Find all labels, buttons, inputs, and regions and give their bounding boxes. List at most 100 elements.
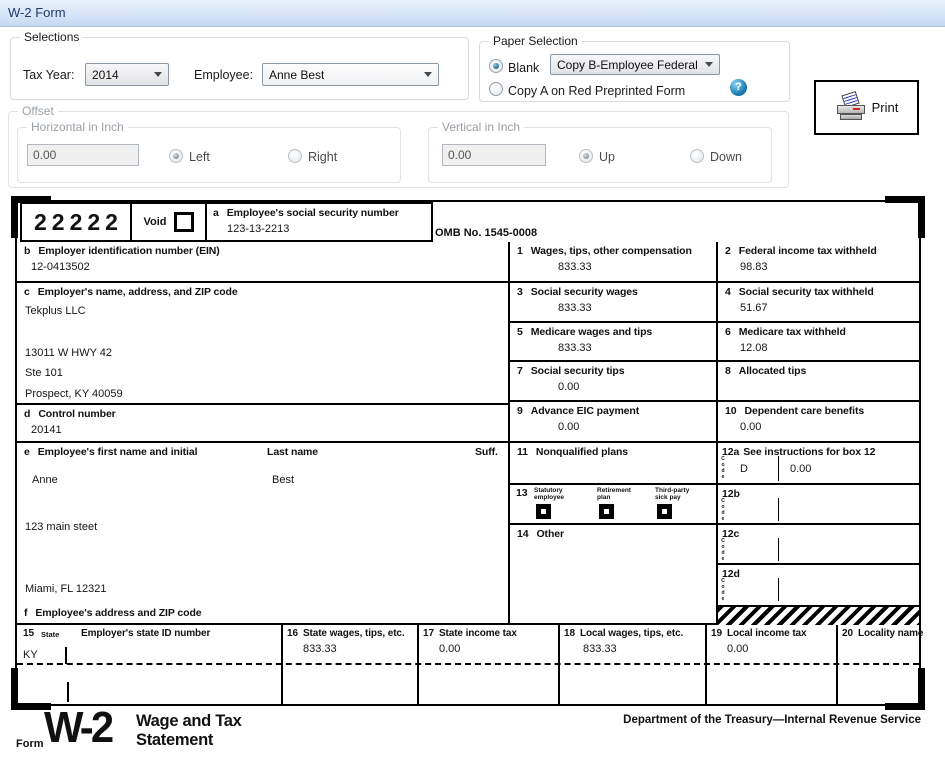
box-8: 8 Allocated tips (718, 362, 919, 402)
horizontal-offset-input[interactable] (27, 144, 139, 166)
state-label: State (41, 630, 60, 639)
paper-selection-group: Paper Selection Blank Copy B-Employee Fe… (479, 34, 790, 102)
w2-form-preview: 22222 Void a Employee's social security n… (15, 200, 924, 706)
box-12a: 12a See instructions for box 12 Code D 0.… (718, 443, 919, 485)
vertical-offset-input[interactable] (442, 144, 546, 166)
box-12b: 12b Code (718, 485, 919, 525)
code-vertical-label: Code (720, 578, 726, 602)
copy-a-radio[interactable] (489, 82, 503, 96)
corner-mark (885, 196, 925, 238)
window-titlebar: W-2 Form (0, 0, 945, 27)
employer-suite: Ste 101 (25, 367, 63, 379)
chevron-down-icon (705, 62, 713, 67)
corner-mark (11, 196, 51, 238)
tax-year-select[interactable]: 2014 (85, 63, 169, 86)
omb-number: OMB No. 1545-0008 (435, 227, 538, 239)
state-tick (67, 682, 69, 702)
printer-icon (835, 90, 869, 121)
box-9: 9 Advance EIC payment 0.00 (510, 402, 718, 443)
box-7: 7 Social security tips 0.00 (510, 362, 718, 402)
print-button-label: Print (871, 100, 899, 115)
corner-mark (885, 668, 925, 710)
state-row-divider (17, 663, 919, 665)
form-word: Form (16, 738, 44, 750)
print-button[interactable]: Print (814, 80, 919, 135)
suffix-label: Suff. (475, 446, 498, 458)
box-14: 14 Other (510, 525, 718, 625)
left-radio-label: Left (189, 150, 210, 164)
last-name-label: Last name (267, 446, 319, 458)
right-radio-label: Right (308, 150, 338, 164)
state-tick (65, 647, 67, 664)
box-a: a Employee's social security number 123-1… (207, 204, 431, 240)
ssn-value: 123-13-2213 (227, 223, 290, 235)
void-label: Void (143, 216, 167, 228)
form-title: Wage and Tax Statement (136, 712, 242, 749)
box-d: d Control number 20141 (17, 405, 510, 443)
box-6: 6 Medicare tax withheld 12.08 (718, 323, 919, 362)
box-1: 1 Wages, tips, other compensation 833.33 (510, 242, 718, 283)
paper-selection-group-label: Paper Selection (489, 34, 582, 48)
state-id-label: Employer's state ID number (81, 628, 211, 639)
box-12b-divider (778, 498, 779, 521)
code-vertical-label: Code (720, 456, 726, 480)
box-4: 4 Social security tax withheld 51.67 (718, 283, 919, 323)
copy-type-select[interactable]: Copy B-Employee Federal (550, 54, 720, 75)
code-vertical-label: Code (720, 538, 726, 562)
copy-type-value: Copy B-Employee Federal (557, 57, 698, 72)
vertical-offset-group-label: Vertical in Inch (438, 120, 525, 134)
void-cell: Void (132, 204, 207, 240)
void-checkbox (173, 212, 194, 232)
box-2: 2 Federal income tax withheld 98.83 (718, 242, 919, 283)
hatched-area (718, 605, 919, 625)
box-12a-code: D (740, 463, 748, 475)
right-radio[interactable] (288, 149, 302, 163)
copy-a-radio-label: Copy A on Red Preprinted Form (508, 84, 686, 98)
box-12a-divider (778, 456, 779, 481)
employer-name: Tekplus LLC (25, 305, 86, 317)
down-radio[interactable] (690, 149, 704, 163)
selections-group-label: Selections (20, 30, 84, 44)
vertical-offset-group: Vertical in Inch Up Down (428, 120, 772, 183)
box-13: 13 Statutory employee Retirement plan Th… (510, 485, 718, 525)
agency-line: Department of the Treasury—Internal Reve… (623, 714, 921, 726)
control-code: 22222 (22, 204, 132, 240)
up-radio[interactable] (579, 149, 593, 163)
third-party-sick-pay-item: Third-party sick pay (655, 487, 713, 519)
box-f: f Employee's address and ZIP code (24, 607, 202, 619)
box-20: 20 Locality name (842, 628, 924, 639)
corner-mark (11, 668, 51, 710)
retirement-plan-checkbox (599, 504, 614, 519)
left-radio[interactable] (169, 149, 183, 163)
box-b: b Employer identification number (EIN) 12… (17, 242, 510, 283)
employer-street: 13011 W HWY 42 (25, 347, 113, 359)
employee-label: Employee: (194, 68, 254, 82)
blank-radio[interactable] (489, 59, 503, 73)
box-5: 5 Medicare wages and tips 833.33 (510, 323, 718, 362)
w2-header: 22222 Void a Employee's social security n… (20, 202, 433, 242)
help-icon[interactable]: ? (730, 79, 747, 96)
horizontal-offset-group-label: Horizontal in Inch (27, 120, 128, 134)
box-12c-divider (778, 538, 779, 561)
box-11: 11 Nonqualified plans (510, 443, 718, 485)
horizontal-offset-group: Horizontal in Inch Left Right (17, 120, 401, 183)
box-3: 3 Social security wages 833.33 (510, 283, 718, 323)
up-radio-label: Up (599, 150, 615, 164)
form-number: W-2 (44, 703, 114, 752)
chevron-down-icon (154, 72, 162, 77)
chevron-down-icon (424, 72, 432, 77)
employee-last-name: Best (272, 474, 295, 486)
employee-city: Miami, FL 12321 (25, 583, 107, 595)
employee-select[interactable]: Anne Best (262, 63, 439, 86)
retirement-plan-item: Retirement plan (597, 487, 655, 519)
tax-year-label: Tax Year: (23, 68, 75, 82)
employer-city: Prospect, KY 40059 (25, 388, 123, 400)
statutory-employee-item: Statutory employee (534, 487, 592, 519)
box-12a-value: 0.00 (790, 463, 812, 475)
box-e: e Employee's first name and initial Last … (17, 443, 510, 625)
state-value: KY (23, 649, 38, 661)
selections-group: Selections Tax Year: 2014 Employee: Anne… (10, 30, 469, 100)
box-12d: 12d Code (718, 565, 919, 605)
code-vertical-label: Code (720, 498, 726, 522)
ein-value: 12-0413502 (31, 261, 90, 273)
